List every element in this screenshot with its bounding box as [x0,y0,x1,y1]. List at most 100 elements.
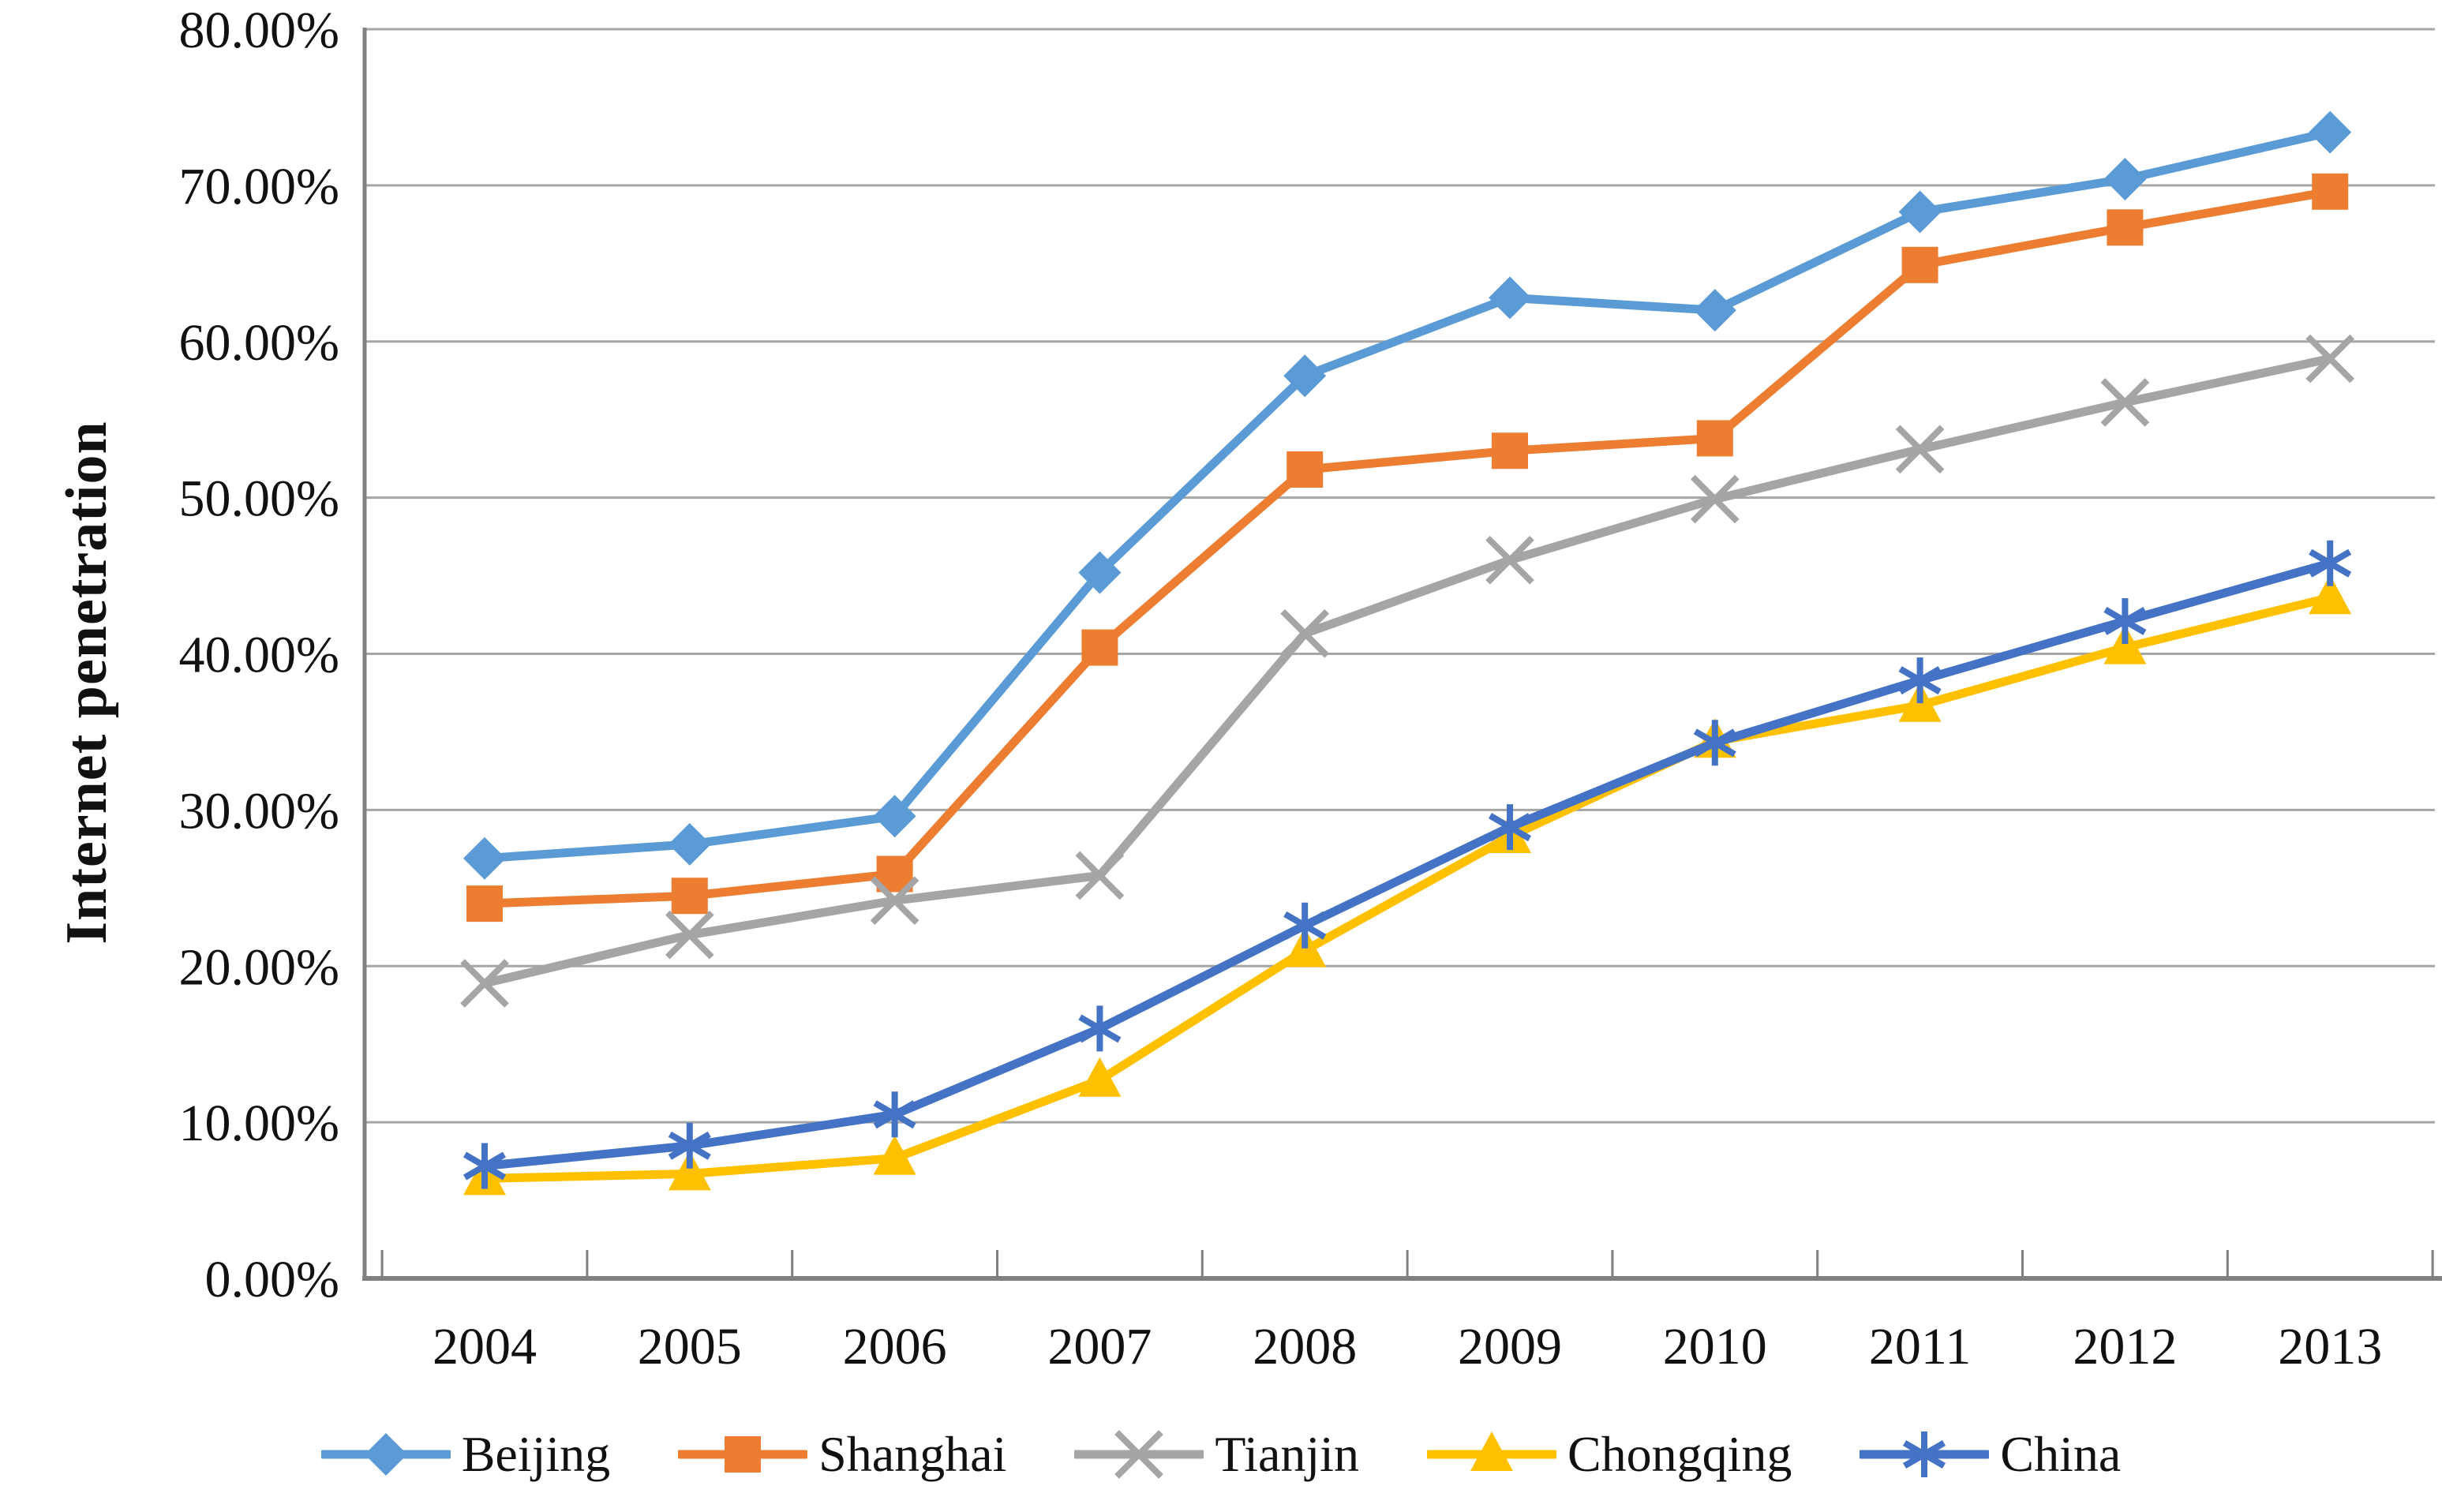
legend-key-asterisk [1860,1432,1990,1477]
tianjin-point-2007 [1075,851,1125,900]
y-tick-label: 80.00% [179,2,339,59]
shanghai-point-2004 [466,885,503,923]
asterisk-marker-icon [873,1091,916,1138]
x-marker-icon [1280,608,1330,658]
triangle-marker-icon [1078,1057,1122,1097]
legend-label: China [2000,1426,2122,1482]
china-point-2012 [2103,597,2147,644]
square-marker-icon [725,1436,762,1473]
china-point-2004 [463,1143,507,1189]
legend-label: Beijing [461,1426,611,1482]
y-tick-label: 20.00% [179,938,339,996]
y-tick-label: 0.00% [205,1251,339,1308]
square-marker-icon [671,878,708,915]
diamond-marker-icon [463,836,506,880]
legend-item-china: China [1860,1425,2121,1484]
square-marker-icon [1081,629,1118,666]
beijing-point-2012 [2103,157,2147,200]
square-marker-icon [466,885,503,923]
shanghai-point-2009 [1492,432,1528,470]
legend-key-triangle [1426,1432,1556,1471]
x-tick-label: 2011 [1869,1318,1972,1375]
chongqing-point-2012 [2103,624,2147,664]
diamond-marker-icon [1898,190,1942,234]
x-marker-icon [2100,378,2150,427]
x-marker-icon [1895,425,1945,474]
china-point-2011 [1898,657,1942,704]
asterisk-marker-icon [2309,540,2352,586]
beijing-point-2008 [1283,354,1327,398]
beijing-point-2006 [873,795,916,838]
diamond-marker-icon [1078,551,1122,594]
shanghai-point-2011 [1901,246,1938,283]
asterisk-marker-icon [463,1143,507,1189]
beijing-point-2013 [2309,110,2352,154]
x-tick-label: 2007 [1047,1318,1152,1375]
square-marker-icon [1901,246,1938,283]
triangle-marker-icon [1470,1432,1513,1471]
triangle-marker-icon [668,1151,711,1191]
y-tick-label: 10.00% [179,1095,339,1152]
diamond-marker-icon [668,822,711,866]
tianjin-point-2005 [665,910,714,960]
x-marker-icon [1690,474,1740,524]
series-line-chongqing [480,593,2335,1183]
china-point-2007 [1078,1005,1122,1052]
beijing-point-2010 [1693,289,1736,332]
legend-item-chongqing: Chongqing [1426,1425,1792,1484]
x-marker-icon [460,959,509,1008]
diamond-marker-icon [2103,157,2147,200]
asterisk-marker-icon [1488,804,1532,851]
shanghai-point-2010 [1696,420,1733,457]
x-marker-icon [665,910,714,960]
shanghai-point-2005 [671,878,708,915]
y-tick-label: 70.00% [179,158,339,215]
triangle-marker-icon [873,1135,916,1175]
asterisk-marker-icon [1693,720,1736,766]
legend-item-shanghai: Shanghai [678,1425,1006,1484]
shanghai-point-2013 [2312,173,2349,210]
triangle-marker-icon [2103,624,2147,664]
y-tick-label: 50.00% [179,470,339,528]
square-marker-icon [1696,420,1733,457]
chart-legend: Beijing Shanghai Tianjin Chongqing China [0,1411,2442,1498]
chongqing-point-2007 [1078,1057,1122,1097]
legend-label: Tianjin [1215,1426,1359,1482]
china-point-2009 [1488,804,1532,851]
legend-key-square [678,1436,808,1473]
series-line-tianjin [480,354,2335,988]
chongqing-point-2006 [873,1135,916,1175]
diamond-marker-icon [364,1433,407,1476]
square-marker-icon [2107,209,2144,246]
x-tick-label: 2010 [1663,1318,1767,1375]
legend-label: Shanghai [818,1426,1007,1482]
shanghai-point-2012 [2107,209,2144,246]
legend-label: Chongqing [1567,1426,1792,1482]
asterisk-marker-icon [1903,1432,1946,1477]
china-point-2008 [1283,902,1327,949]
tianjin-point-2010 [1690,474,1740,524]
tianjin-point-2009 [1485,535,1534,585]
square-marker-icon [1492,432,1528,470]
series-line-beijing [480,128,2335,863]
tianjin-point-2013 [2305,334,2355,384]
triangle-marker-icon [2309,574,2352,615]
tianjin-point-2011 [1895,425,1945,474]
asterisk-marker-icon [1283,902,1327,949]
asterisk-marker-icon [1898,657,1942,704]
beijing-point-2004 [463,836,506,880]
x-tick-label: 2009 [1458,1318,1562,1375]
asterisk-marker-icon [668,1122,711,1169]
tianjin-point-2012 [2100,378,2150,427]
legend-key-x [1074,1430,1204,1479]
x-marker-icon [870,876,919,925]
x-marker-icon [2305,334,2355,384]
chongqing-point-2005 [668,1151,711,1191]
asterisk-marker-icon [1078,1005,1122,1052]
beijing-point-2005 [668,822,711,866]
tianjin-point-2008 [1280,608,1330,658]
y-tick-label: 40.00% [179,627,339,684]
shanghai-point-2008 [1287,451,1324,488]
x-marker-icon [1075,851,1125,900]
